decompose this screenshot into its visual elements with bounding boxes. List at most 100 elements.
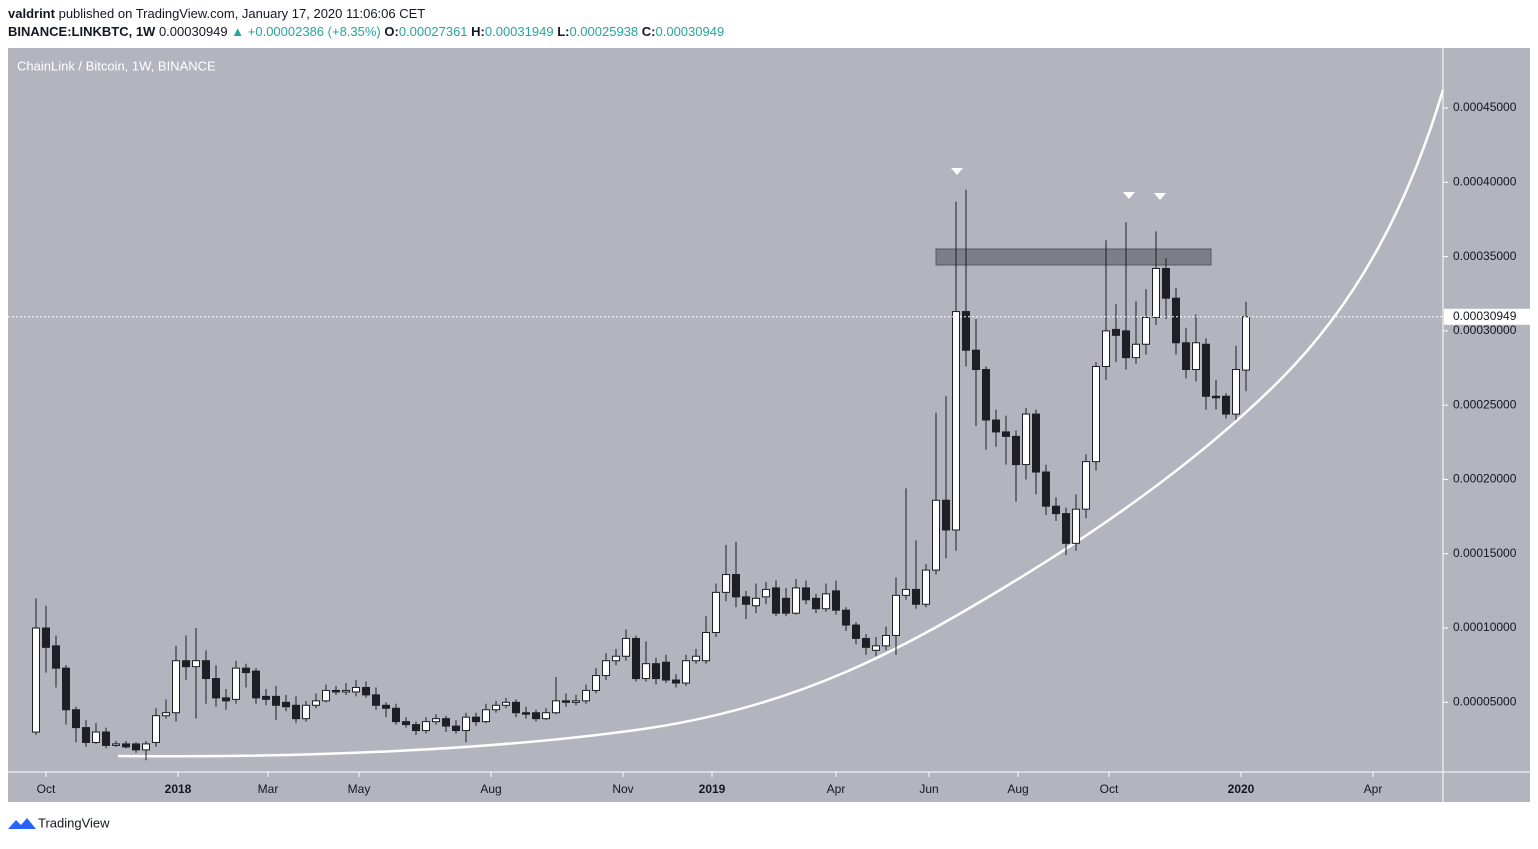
candle-body [142, 743, 150, 751]
candle-body [662, 661, 670, 681]
y-tick-label: 0.00020000 [1453, 472, 1517, 486]
candle-body [102, 731, 110, 746]
header-line: valdrint published on TradingView.com, J… [8, 6, 425, 21]
resistance-zone [935, 248, 1212, 266]
x-tick-label: Aug [480, 782, 501, 796]
candle-body [332, 689, 340, 693]
o-value: 0.00027361 [399, 24, 468, 39]
candle-body [672, 679, 680, 684]
candle-body [1122, 330, 1130, 359]
candle-body [612, 655, 620, 662]
y-tick-label: 0.00015000 [1453, 546, 1517, 560]
candle-body [512, 701, 520, 714]
candle-body [832, 590, 840, 611]
candle-body [522, 712, 530, 715]
candle-body [552, 700, 560, 714]
price-label-box [1444, 308, 1530, 325]
candle-body [402, 721, 410, 726]
candle-body [562, 700, 570, 703]
candle-body [992, 419, 1000, 433]
x-tick-label: Mar [258, 782, 279, 796]
candle-body [1212, 395, 1220, 399]
candle-body [72, 709, 80, 729]
candle-body [1032, 413, 1040, 473]
x-tick-label: Nov [612, 782, 633, 796]
published: published on TradingView.com, January 17… [59, 6, 426, 21]
candle-body [502, 701, 510, 706]
l-value: 0.00025938 [569, 24, 638, 39]
x-tick-label: 2018 [165, 782, 192, 796]
candles [32, 189, 1250, 761]
candle-body [462, 716, 470, 732]
candle-body [42, 627, 50, 648]
candle-body [112, 743, 120, 746]
y-tick-label: 0.00045000 [1453, 100, 1517, 114]
candle-body [902, 588, 910, 596]
candle-body [1242, 316, 1250, 371]
candle-body [242, 667, 250, 674]
c-label: C: [642, 24, 656, 39]
candle-body [1092, 366, 1100, 463]
candle-body [292, 704, 300, 720]
candle-body [822, 593, 830, 610]
candle-body [542, 712, 550, 720]
candle-body [222, 697, 230, 702]
candle-body [1102, 330, 1110, 368]
y-tick-label: 0.00010000 [1453, 620, 1517, 634]
candle-body [282, 701, 290, 708]
candle-body [432, 718, 440, 723]
candle-body [852, 624, 860, 639]
y-tick-label: 0.00030000 [1453, 323, 1517, 337]
candle-body [592, 675, 600, 691]
candle-body [762, 588, 770, 598]
c-value: 0.00030949 [656, 24, 725, 39]
candle-body [942, 499, 950, 531]
candle-body [352, 686, 360, 693]
candle-body [312, 700, 320, 706]
x-tick-label: Oct [1100, 782, 1119, 796]
candle-body [122, 743, 130, 748]
candle-body [962, 311, 970, 351]
price-label: 0.00030949 [1453, 309, 1517, 323]
candle-body [492, 704, 500, 711]
candle-body [472, 716, 480, 723]
candle-body [172, 660, 180, 714]
candle-body [1002, 431, 1010, 437]
candle-body [782, 597, 790, 614]
candle-body [212, 678, 220, 699]
candle-body [132, 743, 140, 751]
x-tick-label: Jun [919, 782, 938, 796]
candle-body [1192, 342, 1200, 371]
logo [8, 818, 36, 829]
candle-body [752, 597, 760, 607]
x-tick-label: Apr [827, 782, 846, 796]
candle-body [272, 695, 280, 706]
arrow: ▲ [231, 24, 244, 39]
candle-body [92, 731, 100, 743]
candle-body [882, 634, 890, 647]
candle-body [82, 727, 90, 743]
chart-title: ChainLink / Bitcoin, 1W, BINANCE [17, 58, 216, 73]
candle-body [972, 349, 980, 371]
candle-body [682, 660, 690, 684]
candle-body [392, 707, 400, 723]
change: +0.00002386 (+8.35%) [248, 24, 381, 39]
candle-body [712, 591, 720, 633]
candle-body [32, 627, 40, 733]
candle-body [982, 369, 990, 421]
symbol-line: BINANCE:LINKBTC, 1W 0.00030949 ▲ +0.0000… [8, 24, 724, 39]
candle-body [252, 670, 260, 699]
author: valdrint [8, 6, 56, 21]
x-tick-label: Apr [1364, 782, 1383, 796]
candle-body [1202, 343, 1210, 397]
h-label: H: [471, 24, 485, 39]
candle-body [812, 597, 820, 610]
candle-body [952, 311, 960, 531]
y-tick-label: 0.00005000 [1453, 694, 1517, 708]
candle-body [452, 725, 460, 732]
candle-body [482, 709, 490, 723]
candle-body [442, 718, 450, 727]
candle-body [622, 637, 630, 657]
